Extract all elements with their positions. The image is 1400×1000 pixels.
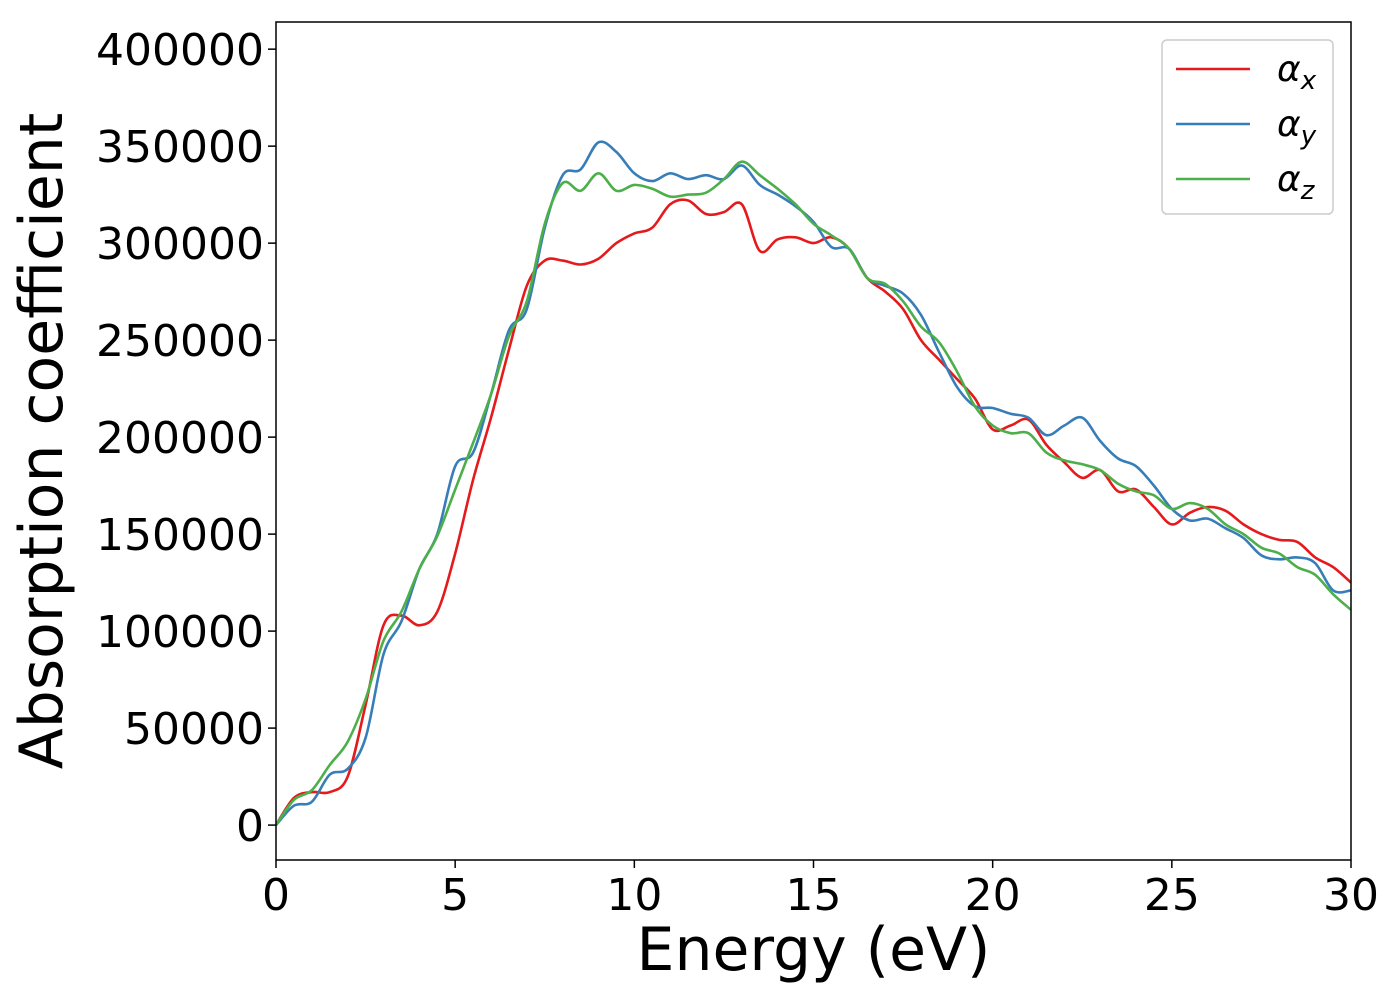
x-tick-label: 10: [606, 870, 662, 921]
y-tick-label: 150000: [96, 510, 264, 561]
x-tick-label: 25: [1144, 870, 1200, 921]
y-axis-label: Absorption coefficient: [7, 113, 77, 770]
legend-label-x: αx: [1277, 49, 1317, 96]
y-tick-label: 350000: [96, 122, 264, 173]
y-tick-label: 400000: [96, 25, 264, 76]
x-tick-label: 30: [1323, 870, 1379, 921]
legend: αx αy αz: [1161, 39, 1334, 215]
series-line-z: [276, 160, 1351, 826]
legend-label-z: αz: [1277, 159, 1316, 206]
series-line-x: [276, 198, 1351, 826]
y-tick-label: 0: [236, 801, 264, 852]
x-tick-label: 20: [965, 870, 1021, 921]
y-tick-label: 50000: [124, 704, 264, 755]
x-axis: 0 5 10 15 20 25 30: [262, 860, 1379, 921]
y-tick-label: 300000: [96, 219, 264, 270]
legend-box: [1161, 39, 1334, 215]
x-tick-label: 5: [441, 870, 469, 921]
x-axis-label: Energy (eV): [637, 915, 991, 985]
y-tick-label: 250000: [96, 316, 264, 367]
x-tick-label: 15: [786, 870, 842, 921]
x-tick-label: 0: [262, 870, 290, 921]
plot-area: [276, 140, 1351, 826]
y-axis: 0 50000 100000 150000 200000 250000 300000 3500…: [96, 25, 276, 852]
y-tick-label: 200000: [96, 413, 264, 464]
legend-label-y: αy: [1277, 104, 1317, 151]
y-tick-label: 100000: [96, 607, 264, 658]
